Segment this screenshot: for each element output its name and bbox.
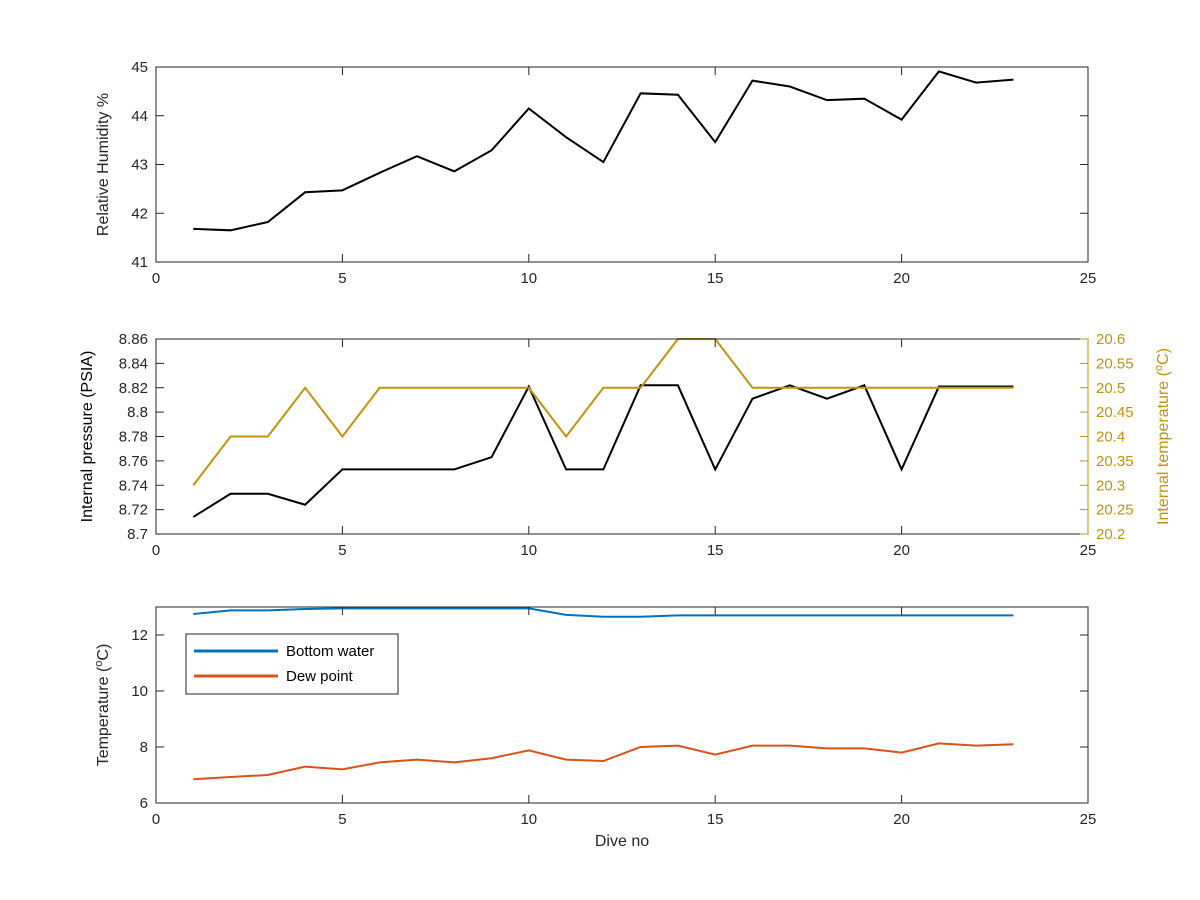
x-tick-label: 5: [338, 811, 346, 828]
x-tick-label: 10: [520, 270, 537, 287]
x-tick-label: 0: [152, 811, 160, 828]
y-tick-label: 8.82: [119, 380, 148, 397]
y-tick-label: 8.72: [119, 502, 148, 519]
x-tick-label: 0: [152, 542, 160, 559]
y-tick-label: 8.8: [127, 404, 148, 421]
x-tick-label: 15: [707, 811, 724, 828]
y-tick-label-right: 20.6: [1096, 331, 1125, 348]
subplot-3: 0 5 10 15 20 25 6 8 10 12 Temperature (oC) Dive no B…: [93, 606, 1097, 850]
y-tick-label: 8.78: [119, 429, 148, 446]
x-tick-label: 10: [520, 811, 537, 828]
y-tick-label: 44: [131, 108, 148, 125]
series-line-2-1: [192, 384, 1014, 518]
y-tick-label-right: 20.4: [1096, 429, 1125, 446]
y-tick-label: 12: [131, 627, 148, 644]
y-tick-label-right: 20.5: [1096, 380, 1125, 397]
y-tick-label: 8.74: [119, 477, 148, 494]
axes-frame: [155, 606, 1089, 804]
y-tick-label-right: 20.3: [1096, 477, 1125, 494]
y-tick-label: 6: [140, 795, 148, 812]
y-tick-label: 41: [131, 254, 148, 271]
legend-box: [185, 633, 399, 695]
x-tick-label: 15: [707, 270, 724, 287]
x-axis-label: Dive no: [595, 833, 649, 850]
series-line-1-1: [193, 70, 1014, 232]
series-line-dew-point: [193, 742, 1014, 781]
y-tick-label: 8.7: [127, 526, 148, 543]
y-axis-label: Internal pressure (PSIA): [79, 351, 96, 523]
x-tick-label: 20: [893, 270, 910, 287]
y-tick-label: 8.76: [119, 453, 148, 470]
y-tick-label-right: 20.55: [1096, 355, 1134, 372]
y-tick-label-right: 20.35: [1096, 453, 1134, 470]
y-tick-label-right: 20.2: [1096, 526, 1125, 543]
y-tick-label: 43: [131, 157, 148, 174]
legend-entry: Bottom water: [286, 643, 374, 660]
x-tick-label: 5: [338, 270, 346, 287]
y-axis-label: Relative Humidity %: [95, 93, 112, 236]
y-tick-label: 45: [131, 59, 148, 76]
x-tick-label: 25: [1080, 542, 1097, 559]
x-tick-label: 0: [152, 270, 160, 287]
legend-entry: Dew point: [286, 668, 354, 685]
x-tick-label: 15: [707, 542, 724, 559]
legend: Bottom water Dew point: [185, 633, 399, 695]
x-tick-label: 20: [893, 542, 910, 559]
y-axis-label-right: Internal temperature (oC): [1153, 348, 1172, 525]
y-tick-label: 42: [131, 205, 148, 222]
y-tick-label-right: 20.25: [1096, 502, 1134, 519]
y-axis-label: Temperature (oC): [93, 644, 112, 767]
y-tick-label: 8: [140, 739, 148, 756]
subplot-1: 0 5 10 15 20 25 41 42 43 44 45 Relative Humidity %: [95, 59, 1096, 287]
y-tick-label-right: 20.45: [1096, 404, 1134, 421]
x-tick-label: 10: [520, 542, 537, 559]
series-line-bottom-water: [193, 607, 1014, 618]
series-line-2-2: [192, 338, 1014, 486]
y-tick-label: 8.86: [119, 331, 148, 348]
y-tick-label: 10: [131, 683, 148, 700]
x-tick-label: 25: [1080, 270, 1097, 287]
x-tick-label: 25: [1080, 811, 1097, 828]
subplot-2: 0 5 10 15 20 25 8.7 8.72 8.74 8.76 8.78 8.8 8.82 8.84…: [79, 331, 1172, 559]
x-tick-label: 20: [893, 811, 910, 828]
x-tick-label: 5: [338, 542, 346, 559]
y-tick-label: 8.84: [119, 355, 148, 372]
